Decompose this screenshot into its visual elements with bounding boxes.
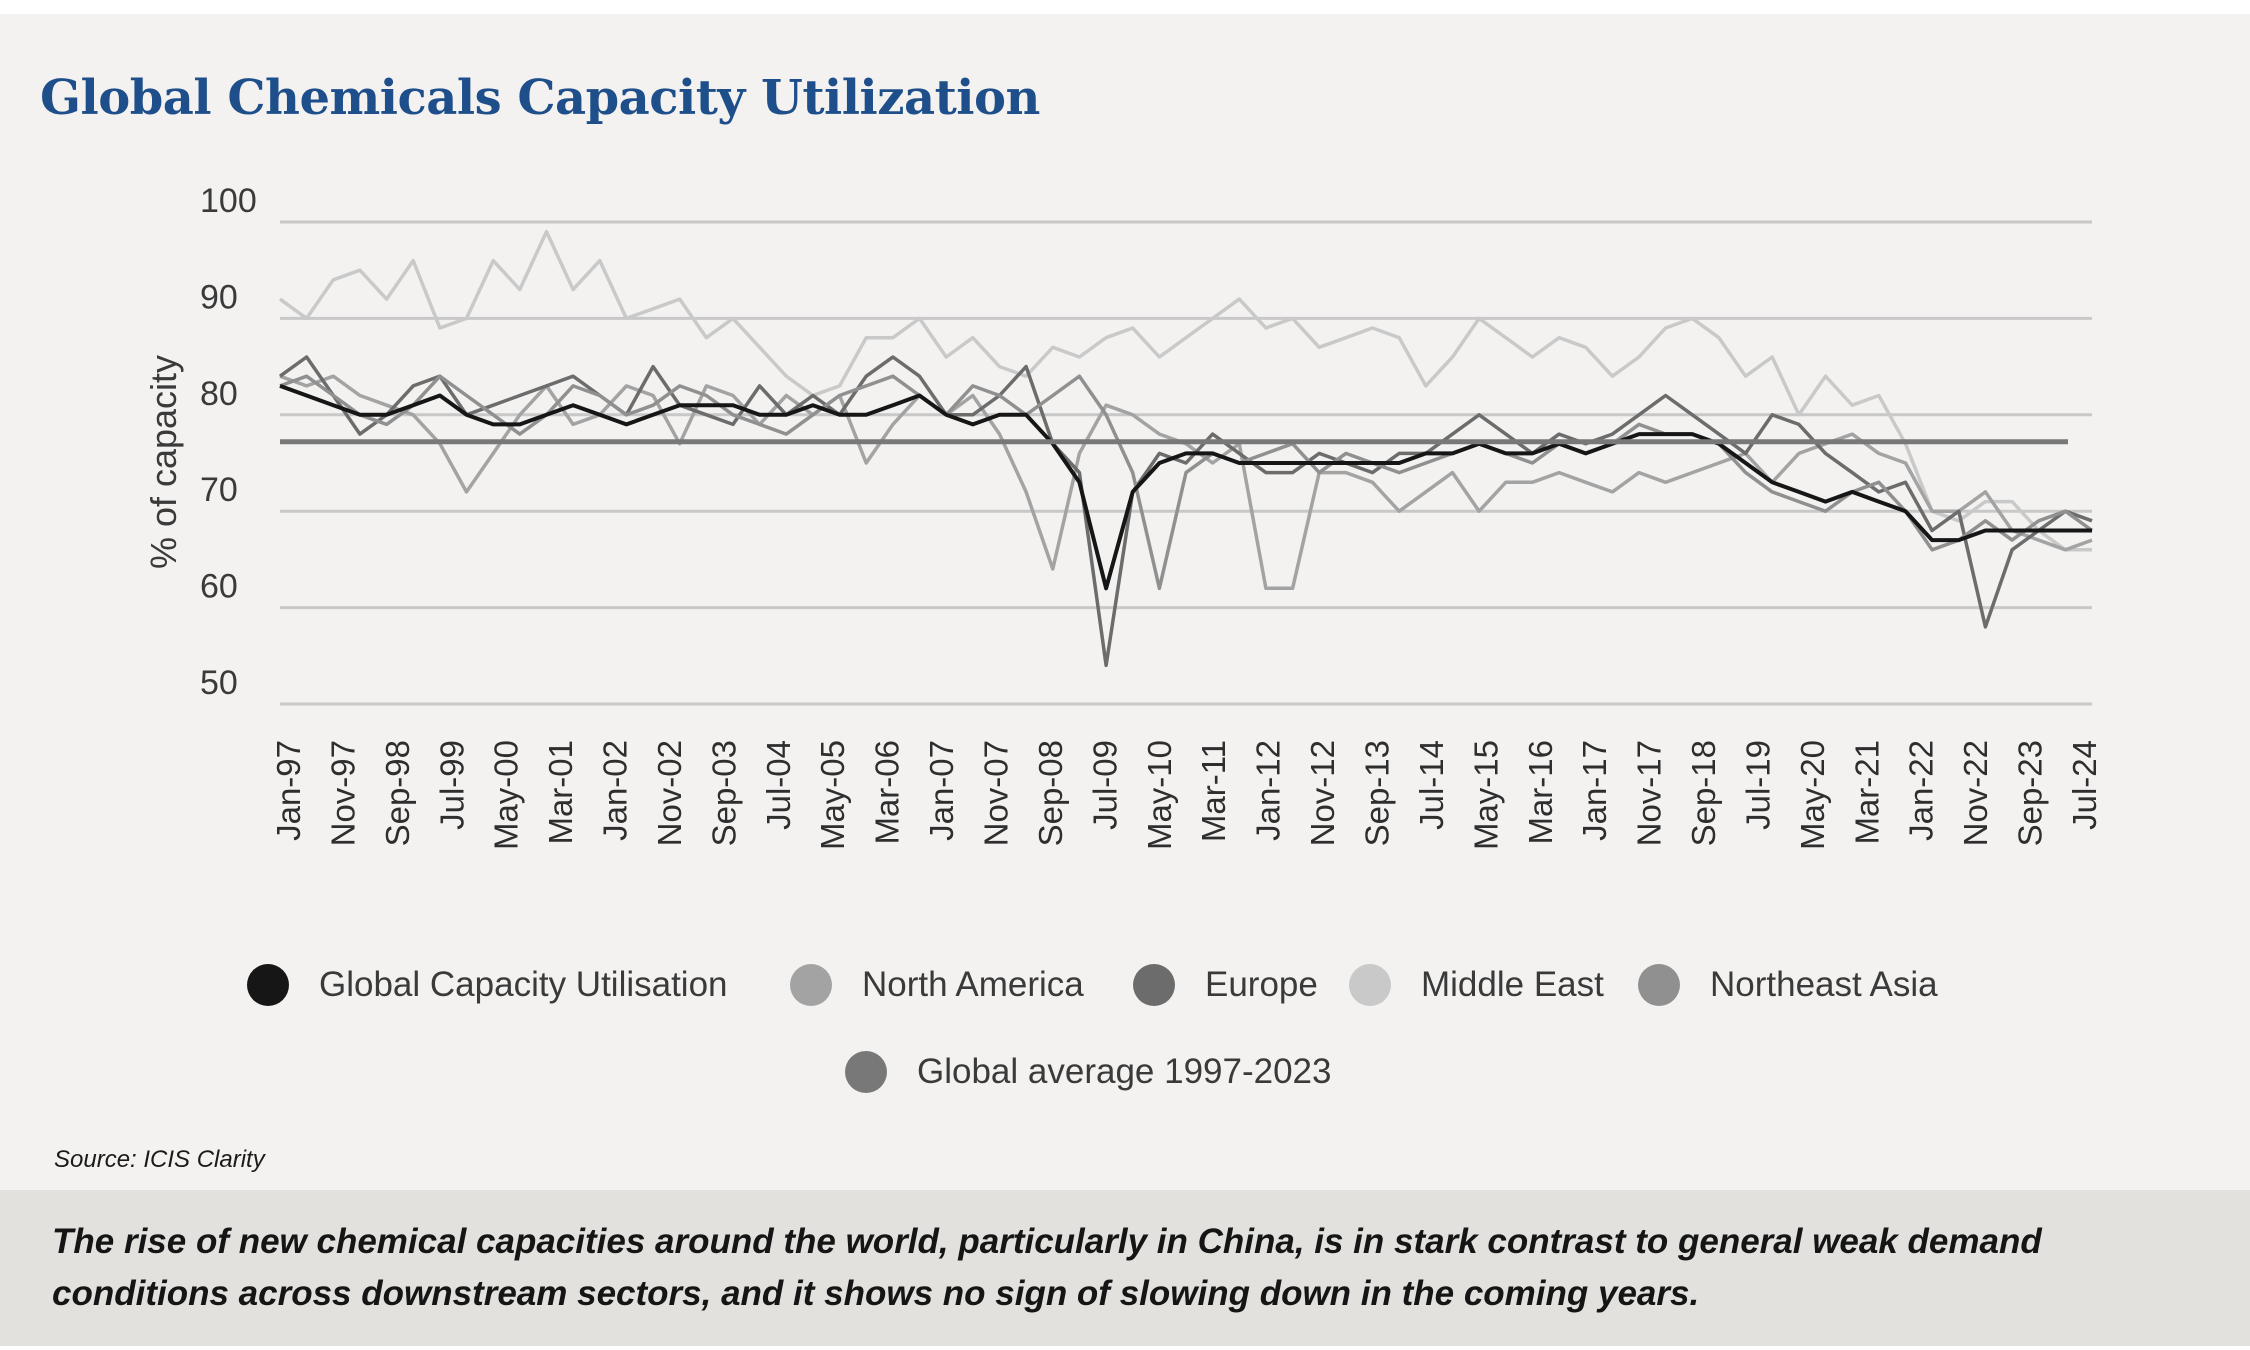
x-tick-label: Sep-23 [2012,740,2049,846]
legend-item-middle-east: Middle East [1349,964,1604,1006]
y-tick-label: 90 [200,278,238,316]
x-tick-label: Nov-02 [651,740,688,846]
legend-swatch [247,964,289,1006]
x-tick-label: Jul-24 [2066,740,2103,830]
x-tick-label: Jul-19 [1739,740,1776,830]
x-tick-label: May-20 [1794,740,1831,850]
x-tick-labels: Jan-97 Nov-97 Sep-98 Jul-99 May-00 Mar-01 Jan-… [270,740,2103,850]
x-tick-label: Nov-22 [1957,740,1994,846]
x-tick-label: May-15 [1467,740,1504,850]
source-note: Source: ICIS Clarity [54,1146,265,1173]
x-tick-label: Nov-97 [324,740,361,846]
series-lines [278,229,2094,668]
legend-label: Europe [1205,965,1318,1004]
series-line [279,374,2094,591]
legend-label: Middle East [1421,965,1604,1004]
x-tick-label: Jul-04 [760,740,797,830]
y-tick-label: 50 [200,664,238,702]
legend-item-north-america: North America [790,964,1084,1006]
y-tick-label: 100 [200,182,257,220]
x-tick-label: Jan-17 [1576,740,1613,841]
x-tick-label: Jan-97 [270,740,307,841]
caption-text: The rise of new chemical capacities arou… [52,1222,2042,1313]
x-tick-label: Nov-07 [978,740,1015,846]
series-line [278,229,2092,552]
legend-item-global-capacity: Global Capacity Utilisation [247,964,728,1006]
x-tick-label: Mar-06 [869,740,906,845]
legend-swatch [1133,964,1175,1006]
chart-plot: 100 90 80 70 60 50 Jan-97 Nov-97 Sep-98 Jul-99 Ma… [143,182,2103,850]
x-tick-label: Nov-12 [1304,740,1341,846]
legend-label: Global Capacity Utilisation [319,965,728,1004]
chart-card [0,14,2250,1190]
x-tick-label: May-10 [1141,740,1178,850]
x-tick-label: Mar-16 [1522,740,1559,845]
x-tick-label: Jul-14 [1413,740,1450,830]
x-tick-label: May-00 [488,740,525,850]
y-tick-labels: 100 90 80 70 60 50 [200,182,257,702]
x-tick-label: Jan-02 [597,740,634,841]
y-tick-label: 70 [200,471,238,509]
x-tick-label: Mar-21 [1848,740,1885,845]
legend-swatch [845,1051,887,1093]
x-tick-label: Jan-07 [923,740,960,841]
x-tick-label: Sep-03 [705,740,742,846]
x-tick-label: Mar-11 [1195,740,1232,842]
series-line [279,384,2092,591]
series-line [278,355,2093,668]
gridlines [280,220,2092,706]
y-tick-label: 80 [200,375,238,413]
legend-label: Global average 1997-2023 [917,1052,1332,1091]
legend-item-global-average: Global average 1997-2023 [845,1051,1331,1093]
y-axis-label: % of capacity [143,355,184,569]
x-tick-label: Sep-98 [379,740,416,846]
x-tick-label: Sep-08 [1032,740,1069,846]
x-tick-label: Sep-18 [1685,740,1722,846]
y-tick-label: 60 [200,568,238,606]
legend-label: Northeast Asia [1710,965,1938,1004]
x-tick-label: Jan-12 [1250,740,1287,841]
legend-item-europe: Europe [1133,964,1318,1006]
legend-label: North America [862,965,1084,1004]
legend-swatch [1638,964,1680,1006]
x-tick-label: Nov-17 [1631,740,1668,846]
x-tick-label: Jan-22 [1903,740,1940,841]
x-tick-label: Jul-09 [1086,740,1123,830]
legend-item-northeast-asia: Northeast Asia [1638,964,1938,1006]
x-tick-label: Jul-99 [433,740,470,830]
chart-title: Global Chemicals Capacity Utilization [40,70,1040,126]
x-tick-label: Sep-13 [1358,740,1395,846]
legend-swatch [1349,964,1391,1006]
x-tick-label: May-05 [814,740,851,850]
caption-panel: The rise of new chemical capacities arou… [0,1190,2250,1346]
legend-swatch [790,964,832,1006]
x-tick-label: Mar-01 [542,740,579,845]
